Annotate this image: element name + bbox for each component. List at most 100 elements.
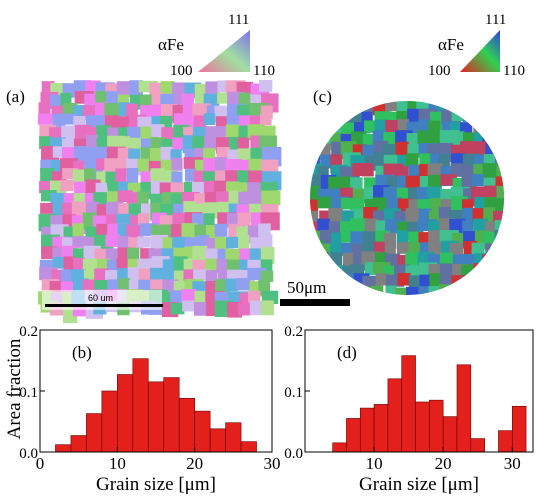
y-axis-label: Area fraction bbox=[4, 338, 25, 439]
bar bbox=[226, 423, 241, 452]
grain bbox=[398, 273, 411, 285]
grain bbox=[495, 121, 507, 137]
grain bbox=[384, 297, 401, 313]
figure: αFe 111 100 110 αFe 111 100 110 (a) (c) … bbox=[0, 0, 541, 496]
grain bbox=[310, 252, 329, 272]
bar bbox=[117, 375, 132, 452]
key-label: 100 bbox=[428, 63, 451, 79]
bar bbox=[429, 400, 443, 452]
grain bbox=[475, 287, 488, 306]
grain bbox=[350, 177, 362, 189]
grain bbox=[375, 298, 391, 311]
grain bbox=[429, 286, 441, 301]
bar bbox=[471, 439, 485, 452]
grain bbox=[409, 298, 429, 317]
grain bbox=[475, 298, 488, 315]
x-tick-label: 0 bbox=[36, 454, 45, 473]
grain bbox=[397, 297, 416, 313]
ipf-key bbox=[460, 30, 500, 72]
grain bbox=[363, 97, 374, 112]
grain bbox=[494, 242, 508, 254]
grain bbox=[494, 230, 509, 245]
bar bbox=[133, 359, 148, 452]
grain bbox=[472, 174, 484, 186]
grain bbox=[497, 286, 511, 300]
grain bbox=[461, 286, 475, 304]
y-tick-label: 0.0 bbox=[284, 446, 303, 462]
bar bbox=[210, 429, 225, 452]
grain bbox=[472, 98, 489, 114]
grain bbox=[259, 80, 272, 92]
grain bbox=[238, 303, 251, 316]
scalebar-label: 50μm bbox=[287, 278, 326, 297]
grain bbox=[504, 119, 520, 138]
grain bbox=[496, 263, 510, 277]
grain bbox=[330, 98, 345, 118]
x-tick-label: 30 bbox=[264, 454, 281, 473]
grain bbox=[308, 133, 322, 150]
grain bbox=[419, 295, 435, 314]
grain bbox=[261, 300, 274, 315]
grain bbox=[182, 300, 194, 311]
key-label: 111 bbox=[485, 12, 506, 28]
grain bbox=[428, 163, 443, 175]
grain bbox=[225, 279, 237, 292]
x-tick-label: 10 bbox=[366, 454, 383, 473]
grain bbox=[330, 110, 347, 125]
grain bbox=[203, 158, 215, 172]
grain bbox=[339, 274, 355, 292]
grain bbox=[343, 253, 354, 267]
grain bbox=[505, 285, 523, 299]
bar bbox=[374, 404, 388, 452]
bar bbox=[402, 356, 416, 452]
grain bbox=[39, 102, 51, 114]
key-label: 111 bbox=[228, 12, 249, 28]
grain bbox=[353, 286, 368, 299]
panel-label: (b) bbox=[72, 343, 92, 362]
grain bbox=[505, 276, 525, 291]
grain bbox=[215, 224, 228, 237]
grain bbox=[452, 296, 468, 314]
grain bbox=[506, 253, 520, 266]
grain bbox=[507, 233, 523, 248]
grain bbox=[474, 277, 487, 291]
grain bbox=[475, 110, 494, 127]
grain bbox=[342, 285, 361, 297]
grain bbox=[354, 296, 368, 314]
grain bbox=[137, 236, 151, 247]
grain bbox=[507, 219, 519, 234]
grain bbox=[385, 100, 397, 111]
grain bbox=[495, 144, 511, 159]
ebsd-map-c bbox=[306, 97, 526, 317]
grain bbox=[204, 213, 215, 226]
grain bbox=[226, 237, 239, 248]
scalebar-label: 60 um bbox=[88, 293, 113, 303]
grain bbox=[451, 275, 466, 286]
grain bbox=[261, 191, 280, 206]
panel-label: (d) bbox=[337, 343, 357, 362]
grain bbox=[461, 265, 473, 277]
x-tick-label: 20 bbox=[186, 454, 203, 473]
grain bbox=[483, 299, 497, 317]
panel-label: (a) bbox=[6, 87, 25, 106]
grain bbox=[172, 158, 183, 171]
grain bbox=[350, 198, 364, 210]
grain bbox=[508, 144, 519, 155]
grain bbox=[452, 108, 467, 121]
grain bbox=[507, 99, 521, 112]
bar bbox=[148, 382, 163, 452]
grain bbox=[461, 99, 478, 117]
bar bbox=[416, 402, 430, 452]
grain bbox=[362, 165, 374, 177]
grain bbox=[204, 113, 215, 125]
grain bbox=[506, 177, 518, 194]
y-tick-label: 0.2 bbox=[19, 324, 38, 340]
grain bbox=[440, 253, 453, 265]
grain bbox=[508, 165, 526, 179]
grain bbox=[484, 123, 499, 137]
grain bbox=[341, 98, 360, 114]
x-axis-label: Grain size [μm] bbox=[359, 474, 479, 495]
bar bbox=[388, 379, 402, 452]
grain bbox=[372, 286, 383, 299]
phase-label: αFe bbox=[158, 35, 184, 54]
